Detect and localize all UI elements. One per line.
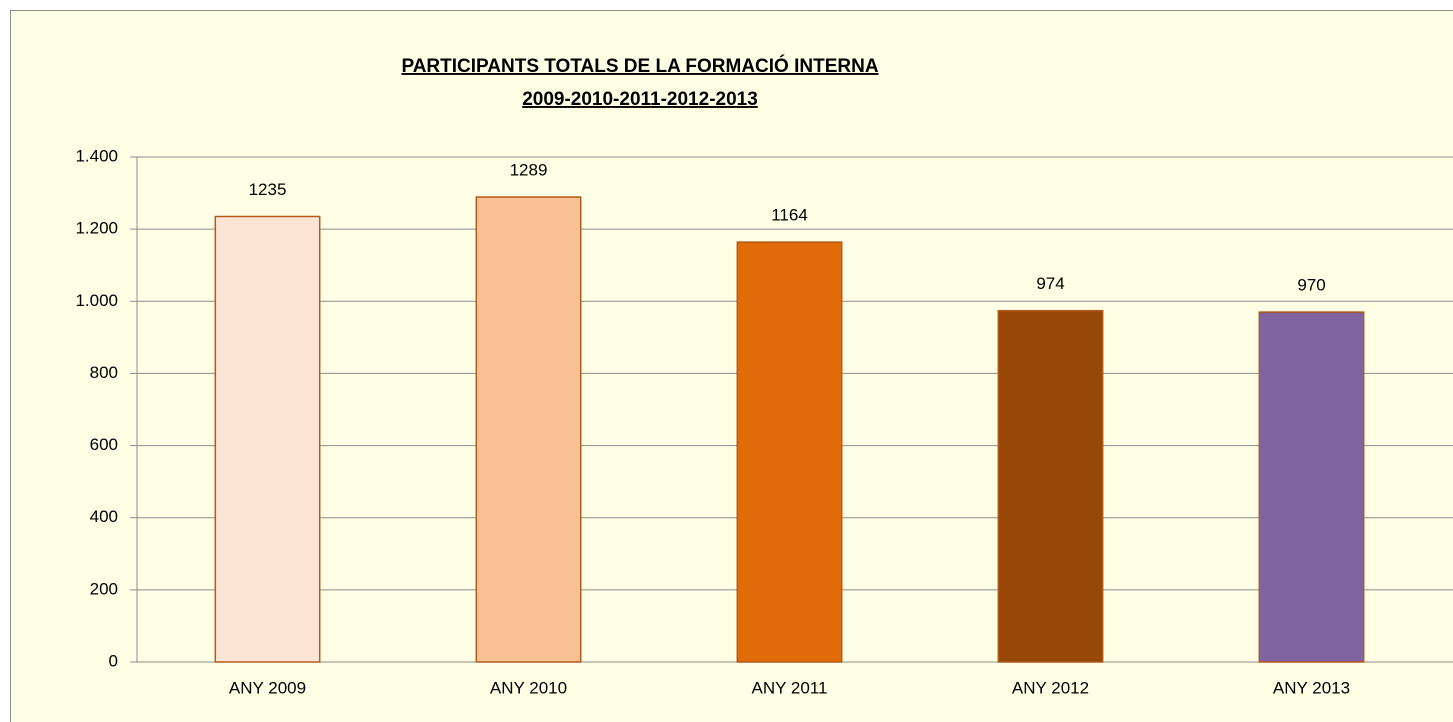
y-tick-label: 800 <box>90 363 118 382</box>
bar <box>997 309 1104 663</box>
data-label: 974 <box>1036 274 1064 293</box>
bar <box>214 215 321 663</box>
bar <box>1258 311 1365 663</box>
bar <box>475 196 582 663</box>
x-tick-label: ANY 2011 <box>752 678 828 697</box>
x-tick-label: ANY 2009 <box>229 678 306 697</box>
chart-subtitle: 2009-2010-2011-2012-2013 <box>522 89 758 110</box>
data-label: 1235 <box>249 180 287 199</box>
x-tick-label: ANY 2012 <box>1012 678 1089 697</box>
chart-title: PARTICIPANTS TOTALS DE LA FORMACIÓ INTER… <box>401 55 878 77</box>
y-tick-label: 400 <box>90 507 118 526</box>
y-tick-label: 0 <box>109 651 118 670</box>
y-tick-label: 1.000 <box>75 291 118 310</box>
data-label: 970 <box>1297 276 1325 295</box>
bar <box>736 241 843 663</box>
y-tick-label: 600 <box>90 435 118 454</box>
y-tick-label: 1.400 <box>75 146 118 165</box>
data-label: 1289 <box>510 161 548 180</box>
y-tick-label: 1.200 <box>75 219 118 238</box>
data-label: 1164 <box>771 206 808 225</box>
x-tick-label: ANY 2013 <box>1273 678 1350 697</box>
y-tick-label: 200 <box>90 579 118 598</box>
x-tick-label: ANY 2010 <box>490 678 567 697</box>
